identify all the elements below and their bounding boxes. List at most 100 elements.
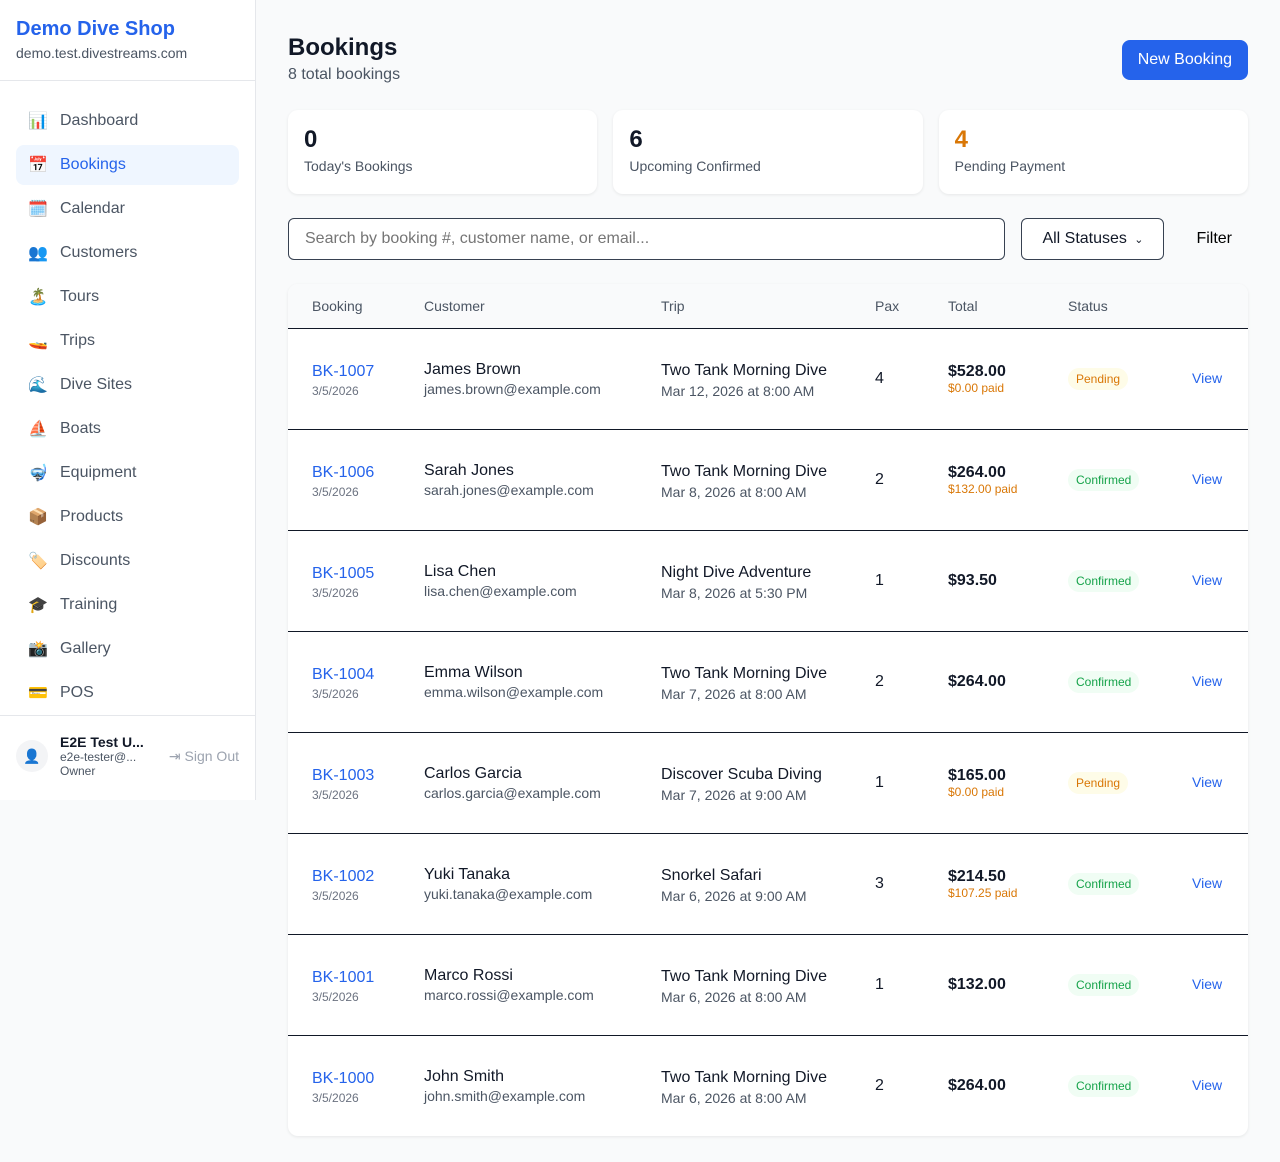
booking-link[interactable]: BK-1007: [312, 362, 375, 380]
sidebar-item-products[interactable]: 📦 Products: [16, 497, 239, 537]
trip-name: Two Tank Morning Dive: [661, 462, 827, 480]
table-row: BK-1002 3/5/2026 Yuki Tanaka yuki.tanaka@e…: [288, 833, 1248, 935]
trip-name: Two Tank Morning Dive: [661, 967, 827, 985]
booking-link[interactable]: BK-1001: [312, 968, 375, 986]
view-link[interactable]: View: [1192, 773, 1223, 790]
view-link[interactable]: View: [1192, 369, 1223, 386]
sidebar-item-dive-sites[interactable]: 🌊 Dive Sites: [16, 365, 239, 405]
booking-link[interactable]: BK-1006: [312, 463, 375, 481]
user-name: E2E Test U...: [60, 734, 144, 750]
sidebar-item-label: Trips: [60, 332, 95, 349]
customers-icon: 👥: [28, 245, 48, 262]
sidebar-item-calendar[interactable]: 🗓️ Calendar: [16, 189, 239, 229]
column-header: Total: [924, 284, 1044, 329]
stats-row: 0 Today's Bookings 6 Upcoming Confirmed 4 Pen…: [288, 110, 1248, 194]
total-amount: $528.00: [948, 362, 1006, 380]
sidebar-item-discounts[interactable]: 🏷️ Discounts: [16, 541, 239, 581]
sidebar-item-training[interactable]: 🎓 Training: [16, 585, 239, 625]
trip-name: Two Tank Morning Dive: [661, 1068, 827, 1086]
trip-datetime: Mar 6, 2026 at 8:00 AM: [661, 1089, 807, 1106]
view-link[interactable]: View: [1192, 571, 1223, 588]
booking-link[interactable]: BK-1002: [312, 867, 375, 885]
view-link[interactable]: View: [1192, 470, 1223, 487]
sign-out-button[interactable]: ⇥ Sign Out: [169, 748, 239, 765]
sidebar-item-boats[interactable]: ⛵ Boats: [16, 409, 239, 449]
trip-name: Two Tank Morning Dive: [661, 664, 827, 682]
column-header: Pax: [851, 284, 924, 329]
customer-name: Marco Rossi: [424, 966, 513, 984]
customer-name: John Smith: [424, 1067, 505, 1085]
customer-email: emma.wilson@example.com: [424, 683, 604, 700]
sidebar-item-label: Dive Sites: [60, 376, 133, 393]
table-row: BK-1000 3/5/2026 John Smith john.smith@exa…: [288, 1035, 1248, 1136]
status-badge: Confirmed: [1068, 670, 1140, 693]
stat-label: Today's Bookings: [304, 158, 413, 174]
sidebar-item-label: Customers: [60, 244, 138, 261]
column-header: Customer: [400, 284, 637, 329]
customer-email: carlos.garcia@example.com: [424, 784, 601, 801]
sidebar-item-label: Gallery: [60, 640, 111, 657]
trip-datetime: Mar 6, 2026 at 9:00 AM: [661, 887, 807, 904]
booking-date: 3/5/2026: [312, 383, 359, 398]
products-icon: 📦: [28, 509, 48, 526]
training-icon: 🎓: [28, 597, 48, 614]
stat-card: 0 Today's Bookings: [288, 110, 598, 194]
new-booking-button[interactable]: New Booking: [1121, 40, 1248, 80]
sidebar-item-gallery[interactable]: 📸 Gallery: [16, 629, 239, 669]
filter-bar: All Statuses ⌄ Filter: [288, 218, 1248, 260]
user-role: Owner: [60, 764, 96, 778]
sidebar-item-bookings[interactable]: 📅 Bookings: [16, 145, 239, 185]
customer-email: john.smith@example.com: [424, 1087, 586, 1104]
table-row: BK-1007 3/5/2026 James Brown james.brown@e…: [288, 328, 1248, 430]
total-amount: $214.50: [948, 867, 1006, 885]
sidebar: Demo Dive Shop demo.test.divestreams.com…: [0, 0, 256, 800]
shop-name[interactable]: Demo Dive Shop: [16, 18, 175, 40]
booking-date: 3/5/2026: [312, 1090, 359, 1105]
sidebar-item-label: Calendar: [60, 200, 125, 217]
view-link[interactable]: View: [1192, 874, 1223, 891]
brand: Demo Dive Shop demo.test.divestreams.com: [0, 0, 255, 81]
sidebar-item-trips[interactable]: 🚤 Trips: [16, 321, 239, 361]
filter-button[interactable]: Filter: [1180, 230, 1248, 248]
view-link[interactable]: View: [1192, 1076, 1223, 1093]
view-link[interactable]: View: [1192, 672, 1223, 689]
customer-email: yuki.tanaka@example.com: [424, 885, 593, 902]
trip-datetime: Mar 12, 2026 at 8:00 AM: [661, 382, 815, 399]
search-input[interactable]: [288, 218, 1006, 260]
main-content: Bookings 8 total bookings New Booking 0 T…: [288, 0, 1248, 1136]
status-badge: Confirmed: [1068, 973, 1140, 996]
pax: 4: [851, 328, 924, 430]
booking-link[interactable]: BK-1003: [312, 766, 375, 784]
stat-card: 6 Upcoming Confirmed: [613, 110, 923, 194]
total-amount: $264.00: [948, 463, 1006, 481]
customer-name: Carlos Garcia: [424, 764, 522, 782]
boats-icon: ⛵: [28, 421, 48, 438]
booking-link[interactable]: BK-1004: [312, 665, 375, 683]
view-link[interactable]: View: [1192, 975, 1223, 992]
status-select-value: All Statuses: [1042, 230, 1127, 247]
pax: 1: [851, 732, 924, 834]
sidebar-item-dashboard[interactable]: 📊 Dashboard: [16, 101, 239, 141]
sidebar-item-pos[interactable]: 💳 POS: [16, 673, 239, 713]
pax: 2: [851, 429, 924, 531]
sidebar-item-label: Discounts: [60, 552, 131, 569]
page-subtitle: 8 total bookings: [288, 66, 401, 83]
sidebar-item-tours[interactable]: 🏝️ Tours: [16, 277, 239, 317]
sidebar-item-equipment[interactable]: 🤿 Equipment: [16, 453, 239, 493]
trips-icon: 🚤: [28, 333, 48, 350]
booking-link[interactable]: BK-1005: [312, 564, 375, 582]
status-select[interactable]: All Statuses ⌄: [1021, 218, 1165, 260]
booking-date: 3/5/2026: [312, 888, 359, 903]
bookings-table: Booking Customer Trip Pax Total Status BK-100…: [288, 284, 1248, 1136]
trip-name: Discover Scuba Diving: [661, 765, 822, 783]
trip-datetime: Mar 7, 2026 at 9:00 AM: [661, 786, 807, 803]
total-amount: $264.00: [948, 672, 1006, 690]
sidebar-item-label: Tours: [60, 288, 100, 305]
pax: 1: [851, 530, 924, 632]
table-row: BK-1001 3/5/2026 Marco Rossi marco.rossi@e…: [288, 934, 1248, 1036]
stat-value: 4: [954, 126, 969, 153]
booking-link[interactable]: BK-1000: [312, 1069, 375, 1087]
total-amount: $264.00: [948, 1076, 1006, 1094]
total-amount: $132.00: [948, 975, 1006, 993]
sidebar-item-customers[interactable]: 👥 Customers: [16, 233, 239, 273]
